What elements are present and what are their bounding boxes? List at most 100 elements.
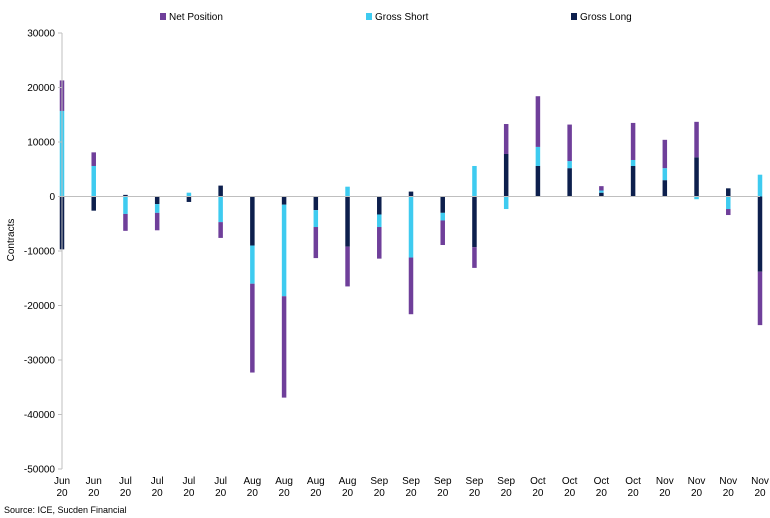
- bar-gross-long: [218, 185, 223, 197]
- bar-net-position: [535, 96, 541, 147]
- bar-gross-short: [218, 196, 223, 223]
- bar-gross-short: [472, 165, 477, 197]
- x-tick-label-year: 20: [215, 488, 227, 499]
- x-tick-label-month: Nov: [656, 476, 674, 487]
- bar-gross-long: [503, 153, 509, 197]
- x-tick-label-year: 20: [659, 488, 671, 499]
- bar-gross-long: [694, 157, 699, 197]
- bar-gross-short: [408, 196, 414, 258]
- bar-net-position: [377, 227, 382, 259]
- bar-gross-short: [281, 204, 287, 297]
- x-tick-label-month: Nov: [719, 476, 737, 487]
- y-tick-label: -40000: [24, 410, 56, 421]
- bar-net-position: [154, 212, 160, 231]
- x-tick-label-year: 20: [437, 488, 449, 499]
- x-tick-label-month: Sep: [434, 476, 452, 487]
- bar-gross-long: [250, 196, 255, 246]
- bar-net-position: [726, 209, 731, 216]
- legend-swatch-net-position: [160, 13, 166, 20]
- x-tick-label-year: 20: [596, 488, 608, 499]
- x-tick-label-year: 20: [469, 488, 481, 499]
- y-tick-label: 10000: [27, 138, 55, 149]
- x-tick-label-month: Jun: [86, 476, 102, 487]
- x-tick-label-year: 20: [628, 488, 640, 499]
- bar-net-position: [630, 122, 636, 160]
- x-tick-label-month: Jul: [183, 476, 196, 487]
- legend: Net Position Gross Short Gross Long: [160, 12, 632, 23]
- x-tick-label-month: Jul: [119, 476, 132, 487]
- bar-gross-long: [123, 194, 128, 197]
- bar-net-position: [345, 246, 350, 287]
- x-tick-label-month: Jul: [151, 476, 164, 487]
- bar-gross-short: [123, 196, 128, 214]
- x-tick-label-month: Aug: [307, 476, 325, 487]
- bar-gross-long: [472, 196, 477, 248]
- bar-gross-short: [662, 168, 668, 181]
- bar-net-position: [218, 222, 223, 238]
- x-tick-label-year: 20: [279, 488, 291, 499]
- x-tick-label-year: 20: [564, 488, 576, 499]
- bar-gross-long: [154, 196, 160, 205]
- legend-label: Gross Long: [580, 12, 632, 23]
- bar-gross-long: [377, 196, 382, 215]
- bar-gross-short: [313, 210, 319, 228]
- bar-gross-short: [599, 190, 604, 193]
- bar-gross-short: [535, 146, 541, 166]
- y-tick-label: 0: [49, 192, 55, 203]
- bar-net-position: [313, 227, 319, 259]
- bars: [59, 80, 763, 398]
- y-tick-label: 20000: [27, 83, 55, 94]
- x-tick-label-month: Aug: [339, 476, 357, 487]
- x-tick-label-year: 20: [120, 488, 132, 499]
- x-tick-label-month: Aug: [243, 476, 261, 487]
- bar-net-position: [408, 257, 414, 315]
- bar-gross-long: [281, 196, 287, 205]
- bar-net-position: [440, 220, 445, 246]
- legend-label: Gross Short: [375, 12, 429, 23]
- bar-gross-short: [250, 245, 255, 284]
- bar-gross-long: [345, 196, 350, 247]
- x-tick-label-year: 20: [152, 488, 164, 499]
- x-tick-label-year: 20: [56, 488, 68, 499]
- x-tick-label-month: Sep: [370, 476, 388, 487]
- bar-gross-short: [694, 196, 699, 200]
- bar-net-position: [503, 124, 509, 154]
- x-tick-label-year: 20: [501, 488, 513, 499]
- bar-gross-short: [345, 186, 350, 197]
- x-tick-label-year: 20: [405, 488, 417, 499]
- bar-gross-short: [440, 212, 445, 221]
- legend-label: Net Position: [169, 12, 223, 23]
- x-tick-label-month: Jun: [54, 476, 70, 487]
- bar-gross-short: [630, 159, 636, 166]
- y-tick-label: -20000: [24, 301, 56, 312]
- bar-net-position: [599, 186, 604, 191]
- axes: 30000 20000 10000 0 -10000 -20000 -30000 -40000…: [24, 29, 769, 500]
- bar-gross-long: [535, 165, 541, 197]
- x-tick-label-month: Sep: [497, 476, 515, 487]
- x-tick-label-year: 20: [310, 488, 322, 499]
- bar-gross-long: [313, 196, 319, 211]
- x-tick-label-year: 20: [183, 488, 195, 499]
- bar-net-position: [123, 213, 128, 231]
- x-tick-label-month: Nov: [751, 476, 769, 487]
- x-tick-label-month: Oct: [562, 476, 578, 487]
- x-tick-label-year: 20: [723, 488, 735, 499]
- x-tick-label-year: 20: [247, 488, 259, 499]
- x-tick-label-month: Aug: [275, 476, 293, 487]
- bar-net-position: [694, 121, 699, 158]
- bar-gross-long: [408, 191, 414, 197]
- bar-net-position: [757, 271, 763, 326]
- bar-gross-short: [91, 165, 96, 197]
- bar-net-position: [472, 247, 477, 268]
- bar-net-position: [662, 139, 668, 169]
- legend-swatch-gross-short: [366, 13, 372, 20]
- x-tick-label-year: 20: [754, 488, 766, 499]
- bar-gross-long: [567, 168, 572, 197]
- bar-gross-long: [440, 196, 445, 213]
- bar-gross-short: [186, 192, 192, 197]
- bar-gross-short: [377, 214, 382, 228]
- bar-net-position: [281, 296, 287, 398]
- bar-gross-long: [630, 165, 636, 197]
